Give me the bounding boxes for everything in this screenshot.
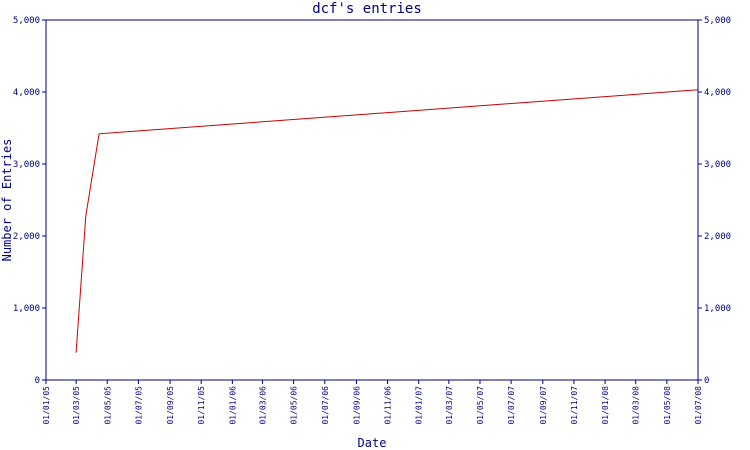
x-tick-label: 01/05/06 [290,386,299,425]
y-tick-label-right: 1,000 [704,304,731,314]
chart-title: dcf's entries [312,1,422,17]
y-tick-label-left: 3,000 [13,160,40,170]
x-tick-label: 01/09/05 [166,386,175,425]
y-tick-label-left: 2,000 [13,232,40,242]
y-tick-label-right: 2,000 [704,232,731,242]
x-tick-label: 01/09/07 [539,386,548,425]
x-tick-label: 01/11/06 [384,386,393,425]
y-tick-label-right: 4,000 [704,88,731,98]
y-axis-right: 0 1,000 2,000 3,000 4,000 5,000 [698,16,731,386]
x-tick-label: 01/05/08 [663,386,672,425]
x-tick-label: 01/01/05 [42,386,51,425]
y-tick-label-left: 1,000 [13,304,40,314]
x-tick-label: 01/11/05 [197,386,206,425]
x-tick-label: 01/03/05 [72,386,81,425]
x-tick-label: 01/07/05 [134,386,143,425]
x-tick-label: 01/03/06 [258,386,267,425]
x-tick-label: 01/01/07 [415,386,424,425]
x-tick-label: 01/09/06 [352,386,361,425]
y-axis-title: Number of Entries [0,139,14,262]
x-tick-label: 01/11/07 [570,386,579,425]
x-tick-label: 01/01/06 [228,386,237,425]
x-tick-label: 01/05/07 [476,386,485,425]
y-tick-label-left: 0 [35,376,40,386]
y-tick-label-left: 5,000 [13,16,40,26]
x-tick-label: 01/07/06 [321,386,330,425]
y-tick-label-right: 3,000 [704,160,731,170]
x-tick-label: 01/01/08 [601,386,610,425]
x-axis-title: Date [358,436,387,450]
series-line [75,89,699,353]
y-tick-label-right: 0 [704,376,709,386]
y-axis-left: 0 1,000 2,000 3,000 4,000 5,000 [13,16,46,386]
y-tick-label-right: 5,000 [704,16,731,26]
plot-frame [45,19,699,381]
x-axis: 01/01/05 01/03/05 01/05/05 01/07/05 01/09/05… [42,380,703,425]
x-tick-label: 01/03/08 [632,386,641,425]
x-tick-label: 01/03/07 [445,386,454,425]
x-tick-label: 01/07/07 [507,386,516,425]
y-tick-label-left: 4,000 [13,88,40,98]
series-layer [75,89,699,353]
x-tick-label: 01/05/05 [103,386,112,425]
x-tick-label: 01/07/08 [694,386,703,425]
